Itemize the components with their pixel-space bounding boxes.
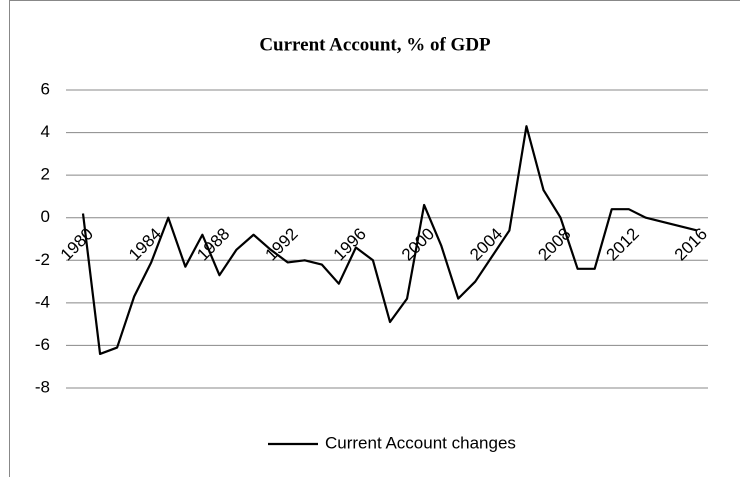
y-tick-label: 6: [41, 79, 50, 98]
chart-frame: [9, 0, 740, 477]
legend-label: Current Account changes: [325, 433, 516, 452]
data-line: [81, 125, 698, 356]
y-tick-label: -6: [35, 335, 50, 354]
y-tick-label: 0: [41, 207, 50, 226]
y-tick-label: -8: [35, 377, 50, 396]
y-tick-label: 2: [41, 165, 50, 184]
chart-title: Current Account, % of GDP: [259, 34, 491, 55]
y-tick-label: -4: [35, 292, 50, 311]
y-tick-label: 4: [41, 122, 50, 141]
y-tick-label: -2: [35, 250, 50, 269]
